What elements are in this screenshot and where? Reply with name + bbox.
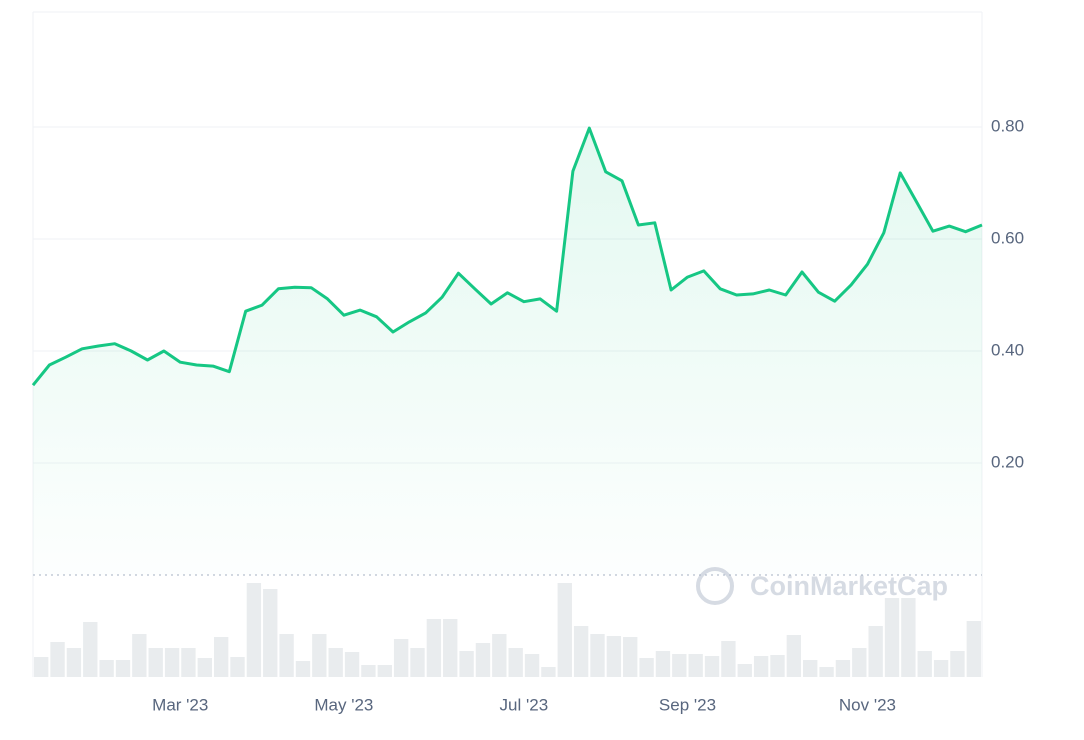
- x-tick-label: Nov '23: [839, 695, 896, 714]
- volume-bar: [786, 635, 802, 677]
- volume-bar: [295, 661, 311, 677]
- volume-bar: [933, 660, 949, 677]
- volume-bar: [34, 657, 49, 677]
- y-tick-label: 0.60: [991, 228, 1024, 247]
- volume-bar: [508, 648, 523, 677]
- volume-bar: [721, 641, 736, 677]
- x-tick-label: Mar '23: [152, 695, 208, 714]
- volume-bar: [115, 660, 131, 677]
- price-plot: 0.20 0.40 0.60 0.80 Mar '23 May '23 Jul '23 Sep…: [31, 116, 1024, 714]
- volume-bar: [312, 634, 327, 677]
- x-tick-label: Jul '23: [500, 695, 549, 714]
- volume-bar: [524, 654, 540, 677]
- volume-bar: [770, 655, 785, 677]
- volume-bar: [164, 648, 180, 677]
- volume-bar: [246, 583, 262, 677]
- x-tick-label: Sep '23: [659, 695, 716, 714]
- volume-bar: [852, 648, 867, 677]
- volume-bar: [950, 651, 965, 677]
- volume-bar: [197, 658, 212, 677]
- volume-bar: [492, 634, 507, 677]
- volume-bar: [606, 636, 622, 677]
- volume-bar: [966, 621, 981, 677]
- volume-bar: [361, 665, 376, 677]
- volume-bar: [901, 598, 916, 677]
- volume-bar: [410, 648, 425, 677]
- volume-bar: [573, 626, 589, 677]
- watermark: CoinMarketCap: [696, 567, 948, 605]
- volume-bar: [541, 667, 556, 677]
- volume-bar: [181, 648, 196, 677]
- volume-bars: [34, 583, 981, 677]
- volume-bar: [328, 648, 343, 677]
- x-tick-label: May '23: [314, 695, 373, 714]
- volume-bar: [213, 637, 229, 677]
- volume-bar: [279, 634, 294, 677]
- volume-bar: [459, 651, 474, 677]
- volume-bar: [835, 660, 851, 677]
- volume-bar: [377, 665, 392, 677]
- volume-bar: [99, 660, 114, 677]
- watermark-logo: [696, 567, 734, 605]
- volume-bar: [753, 656, 769, 677]
- volume-bar: [132, 634, 147, 677]
- volume-bar: [917, 651, 932, 677]
- volume-bar: [884, 598, 900, 677]
- volume-bar: [590, 634, 605, 677]
- volume-bar: [148, 648, 163, 677]
- price-line: [31, 126, 983, 387]
- volume-bar: [704, 656, 720, 677]
- volume-bar: [393, 639, 409, 677]
- area-fill: [33, 128, 982, 575]
- y-tick-label: 0.40: [991, 340, 1024, 359]
- volume-bar: [868, 626, 883, 677]
- volume-bar: [66, 648, 82, 677]
- volume-bar: [263, 589, 278, 677]
- volume-bar: [557, 583, 572, 677]
- volume-bar: [655, 651, 671, 677]
- volume-bar: [672, 654, 687, 677]
- volume-bar: [83, 622, 98, 677]
- volume-bar: [426, 619, 442, 677]
- volume-bar: [50, 642, 65, 677]
- volume-bar: [639, 658, 654, 677]
- volume-bar: [230, 657, 245, 677]
- volume-bar: [688, 654, 703, 677]
- volume-bar: [819, 667, 834, 677]
- volume-bar: [344, 652, 360, 677]
- watermark-text: CoinMarketCap: [750, 571, 948, 601]
- volume-bar: [443, 619, 458, 677]
- volume-bar: [737, 664, 752, 677]
- y-tick-label: 0.20: [991, 452, 1024, 471]
- volume-bar: [803, 660, 818, 677]
- volume-bar: [475, 643, 491, 677]
- y-tick-label: 0.80: [991, 116, 1024, 135]
- volume-bar: [623, 637, 638, 677]
